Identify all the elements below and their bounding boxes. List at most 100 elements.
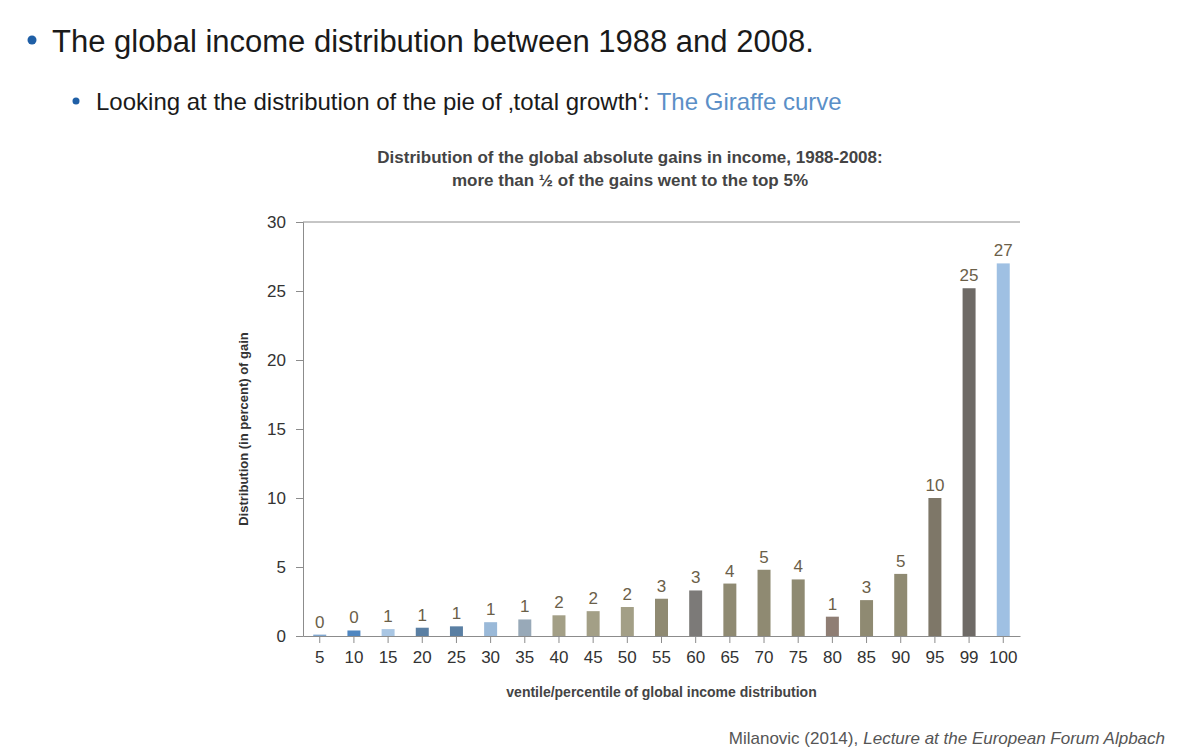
x-tick: 100 bbox=[989, 636, 1017, 667]
x-tick: 99 bbox=[960, 636, 979, 667]
bar bbox=[894, 574, 907, 636]
bar bbox=[997, 263, 1010, 636]
bars bbox=[313, 263, 1009, 636]
x-tick: 75 bbox=[789, 636, 808, 667]
x-tick-mark bbox=[490, 636, 491, 643]
x-tick: 65 bbox=[720, 636, 739, 667]
y-tick-mark bbox=[296, 498, 303, 499]
x-tick: 45 bbox=[584, 636, 603, 667]
x-tick: 55 bbox=[652, 636, 671, 667]
x-tick: 50 bbox=[618, 636, 637, 667]
x-tick-label: 50 bbox=[618, 648, 637, 667]
x-tick-label: 65 bbox=[720, 648, 739, 667]
x-tick-label: 90 bbox=[891, 648, 910, 667]
x-tick: 25 bbox=[447, 636, 466, 667]
x-tick-mark bbox=[353, 636, 354, 643]
bar bbox=[758, 570, 771, 636]
x-tick-mark bbox=[866, 636, 867, 643]
x-tick: 70 bbox=[755, 636, 774, 667]
bar bbox=[723, 584, 736, 636]
y-tick: 15 bbox=[267, 420, 303, 439]
plot-frame-top bbox=[303, 222, 1020, 223]
y-tick-mark bbox=[296, 429, 303, 430]
y-axis: 051015202530 bbox=[267, 213, 303, 646]
y-axis-line bbox=[296, 223, 304, 637]
x-tick: 40 bbox=[550, 636, 569, 667]
bullet-text-part: Looking at the distribution of the pie o… bbox=[96, 88, 650, 115]
x-tick: 30 bbox=[481, 636, 500, 667]
y-tick-mark bbox=[296, 636, 303, 637]
chart-title: Distribution of the global absolute gain… bbox=[377, 148, 882, 167]
data-label: 5 bbox=[896, 552, 905, 571]
x-tick-mark bbox=[832, 636, 833, 643]
x-tick-label: 100 bbox=[989, 648, 1017, 667]
bar bbox=[928, 498, 941, 636]
y-tick: 30 bbox=[267, 213, 303, 232]
source-author: Milanovic (2014), bbox=[729, 729, 858, 748]
bar bbox=[347, 630, 360, 636]
x-tick-mark bbox=[729, 636, 730, 643]
data-label: 0 bbox=[349, 608, 358, 627]
bullet-text: Looking at the distribution of the pie o… bbox=[96, 88, 842, 115]
bar bbox=[313, 635, 326, 636]
y-tick-label: 30 bbox=[267, 213, 286, 232]
x-tick-label: 95 bbox=[925, 648, 944, 667]
y-tick-mark bbox=[296, 360, 303, 361]
x-tick-label: 55 bbox=[652, 648, 671, 667]
x-tick-mark bbox=[764, 636, 765, 643]
x-tick: 90 bbox=[891, 636, 910, 667]
data-label: 1 bbox=[452, 604, 461, 623]
x-tick-label: 20 bbox=[413, 648, 432, 667]
x-tick: 60 bbox=[686, 636, 705, 667]
bar bbox=[518, 619, 531, 636]
source: Milanovic (2014),Lecture at the European… bbox=[729, 729, 1165, 748]
bar bbox=[621, 607, 634, 636]
chart-subtitle: more than ½ of the gains went to the top… bbox=[452, 171, 808, 190]
x-tick: 20 bbox=[413, 636, 432, 667]
bar bbox=[655, 599, 668, 636]
y-tick-mark bbox=[296, 567, 303, 568]
data-label: 3 bbox=[862, 578, 871, 597]
data-label: 2 bbox=[588, 589, 597, 608]
y-tick-label: 20 bbox=[267, 351, 286, 370]
x-tick: 85 bbox=[857, 636, 876, 667]
x-tick-mark bbox=[900, 636, 901, 643]
x-tick-mark bbox=[319, 636, 320, 643]
y-tick: 20 bbox=[267, 351, 303, 370]
x-axis-title: ventile/percentile of global income dist… bbox=[506, 684, 816, 700]
x-tick: 10 bbox=[344, 636, 363, 667]
x-tick-mark bbox=[695, 636, 696, 643]
y-tick-label: 25 bbox=[267, 282, 286, 301]
bullet-dot bbox=[28, 36, 37, 45]
x-tick: 95 bbox=[925, 636, 944, 667]
data-label: 10 bbox=[925, 476, 944, 495]
x-tick-label: 60 bbox=[686, 648, 705, 667]
x-tick: 80 bbox=[823, 636, 842, 667]
bar bbox=[552, 615, 565, 636]
data-label: 3 bbox=[691, 568, 700, 587]
x-tick-label: 70 bbox=[755, 648, 774, 667]
y-tick-mark bbox=[296, 222, 303, 223]
y-tick: 25 bbox=[267, 282, 303, 301]
data-label: 25 bbox=[960, 266, 979, 285]
y-tick-label: 5 bbox=[277, 558, 286, 577]
y-tick: 0 bbox=[277, 627, 303, 646]
bar bbox=[450, 626, 463, 636]
bar bbox=[416, 628, 429, 636]
data-label: 27 bbox=[994, 241, 1013, 260]
data-label: 4 bbox=[793, 557, 802, 576]
y-tick-label: 15 bbox=[267, 420, 286, 439]
x-tick-mark bbox=[524, 636, 525, 643]
y-tick-label: 0 bbox=[277, 627, 286, 646]
x-tick-label: 80 bbox=[823, 648, 842, 667]
bar bbox=[689, 590, 702, 636]
data-label: 1 bbox=[520, 597, 529, 616]
x-tick-label: 15 bbox=[379, 648, 398, 667]
bar bbox=[826, 617, 839, 636]
bullet-text: The global income distribution between 1… bbox=[52, 24, 814, 59]
data-label: 5 bbox=[759, 548, 768, 567]
x-tick: 15 bbox=[379, 636, 398, 667]
y-axis-title: Distribution (in percent) of gain bbox=[236, 332, 251, 526]
data-label: 2 bbox=[554, 593, 563, 612]
y-tick: 5 bbox=[277, 558, 303, 577]
